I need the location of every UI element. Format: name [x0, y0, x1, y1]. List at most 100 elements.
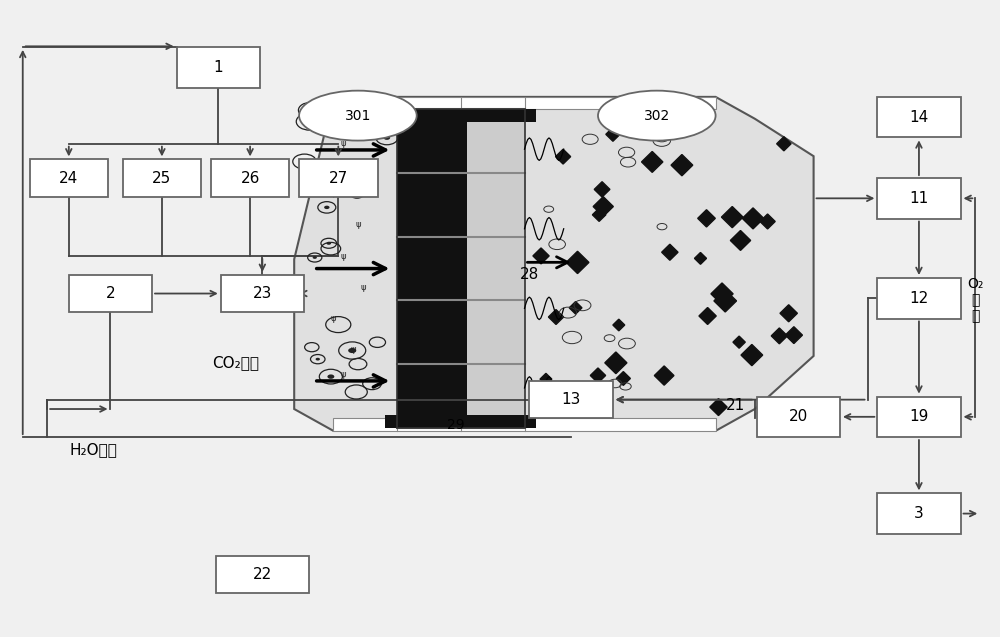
- Bar: [385, 110, 536, 122]
- Bar: [385, 415, 536, 428]
- Text: ψ: ψ: [355, 220, 361, 229]
- FancyBboxPatch shape: [69, 275, 152, 312]
- Text: 1: 1: [213, 60, 223, 75]
- Text: 19: 19: [909, 410, 929, 424]
- Text: ψ: ψ: [340, 252, 346, 261]
- Polygon shape: [671, 155, 693, 176]
- FancyBboxPatch shape: [177, 47, 260, 87]
- Circle shape: [306, 119, 314, 124]
- FancyBboxPatch shape: [221, 275, 304, 312]
- FancyBboxPatch shape: [216, 555, 309, 593]
- Text: 25: 25: [152, 171, 172, 185]
- Text: 13: 13: [561, 392, 581, 407]
- Text: 23: 23: [253, 286, 272, 301]
- Text: 11: 11: [909, 191, 929, 206]
- Polygon shape: [654, 366, 674, 385]
- Polygon shape: [556, 149, 571, 164]
- Text: ψ: ψ: [340, 140, 346, 148]
- Polygon shape: [662, 244, 678, 261]
- Polygon shape: [613, 319, 625, 331]
- Circle shape: [327, 375, 334, 379]
- Polygon shape: [533, 248, 549, 264]
- Polygon shape: [777, 137, 791, 151]
- Polygon shape: [698, 210, 715, 227]
- Polygon shape: [714, 290, 737, 312]
- Text: ψ: ψ: [331, 189, 336, 198]
- Polygon shape: [590, 368, 606, 383]
- Polygon shape: [642, 152, 663, 173]
- Text: 28: 28: [520, 268, 539, 282]
- Polygon shape: [785, 327, 802, 343]
- Text: H₂O循环: H₂O循环: [69, 442, 117, 457]
- Text: ψ: ψ: [360, 164, 366, 173]
- Bar: [333, 419, 716, 431]
- Ellipse shape: [598, 90, 716, 141]
- FancyBboxPatch shape: [30, 159, 108, 197]
- Circle shape: [326, 242, 331, 245]
- Polygon shape: [733, 336, 745, 348]
- Text: 301: 301: [345, 109, 371, 122]
- Circle shape: [301, 159, 308, 164]
- Polygon shape: [694, 252, 707, 264]
- Circle shape: [313, 256, 317, 259]
- Polygon shape: [294, 97, 814, 431]
- Polygon shape: [616, 371, 630, 385]
- Text: 29: 29: [447, 418, 465, 432]
- Bar: [397, 110, 467, 428]
- Polygon shape: [711, 283, 733, 304]
- Text: 3: 3: [914, 506, 924, 521]
- Polygon shape: [742, 208, 764, 229]
- Polygon shape: [780, 304, 797, 322]
- Text: 22: 22: [253, 567, 272, 582]
- Bar: [333, 97, 716, 110]
- Text: 14: 14: [909, 110, 929, 125]
- FancyBboxPatch shape: [877, 178, 961, 218]
- Polygon shape: [579, 390, 598, 408]
- Text: 26: 26: [240, 171, 260, 185]
- Text: 24: 24: [59, 171, 78, 185]
- FancyBboxPatch shape: [877, 493, 961, 534]
- Text: O₂
循
环: O₂ 循 环: [967, 276, 983, 323]
- Polygon shape: [710, 399, 727, 415]
- Polygon shape: [605, 352, 627, 374]
- Text: 2: 2: [106, 286, 115, 301]
- FancyBboxPatch shape: [877, 396, 961, 437]
- Polygon shape: [540, 373, 552, 385]
- Text: 21: 21: [726, 398, 745, 413]
- Polygon shape: [592, 208, 606, 222]
- Text: ψ: ψ: [340, 370, 346, 379]
- Polygon shape: [594, 182, 610, 197]
- Polygon shape: [566, 251, 589, 273]
- FancyBboxPatch shape: [123, 159, 201, 197]
- Text: CO₂循环: CO₂循环: [212, 355, 259, 369]
- Polygon shape: [569, 301, 582, 314]
- Circle shape: [333, 118, 341, 124]
- FancyBboxPatch shape: [211, 159, 289, 197]
- Polygon shape: [771, 328, 787, 344]
- Bar: [467, 110, 524, 428]
- FancyBboxPatch shape: [877, 97, 961, 138]
- Text: 27: 27: [329, 171, 348, 185]
- Polygon shape: [593, 197, 613, 217]
- Polygon shape: [730, 231, 751, 250]
- Polygon shape: [548, 310, 564, 324]
- Text: ψ: ψ: [331, 314, 336, 323]
- Circle shape: [355, 192, 359, 195]
- Polygon shape: [721, 206, 743, 227]
- Circle shape: [348, 348, 356, 353]
- Text: 12: 12: [909, 290, 929, 306]
- Text: 20: 20: [789, 410, 808, 424]
- Polygon shape: [741, 345, 763, 366]
- Circle shape: [324, 206, 330, 209]
- FancyBboxPatch shape: [529, 381, 613, 419]
- Bar: [397, 110, 524, 428]
- FancyBboxPatch shape: [299, 159, 378, 197]
- Circle shape: [342, 169, 347, 172]
- Polygon shape: [699, 308, 716, 324]
- Polygon shape: [760, 214, 775, 229]
- Circle shape: [384, 136, 390, 140]
- Text: 302: 302: [644, 109, 670, 122]
- Ellipse shape: [299, 90, 417, 141]
- FancyBboxPatch shape: [877, 278, 961, 318]
- Text: ψ: ψ: [350, 345, 356, 354]
